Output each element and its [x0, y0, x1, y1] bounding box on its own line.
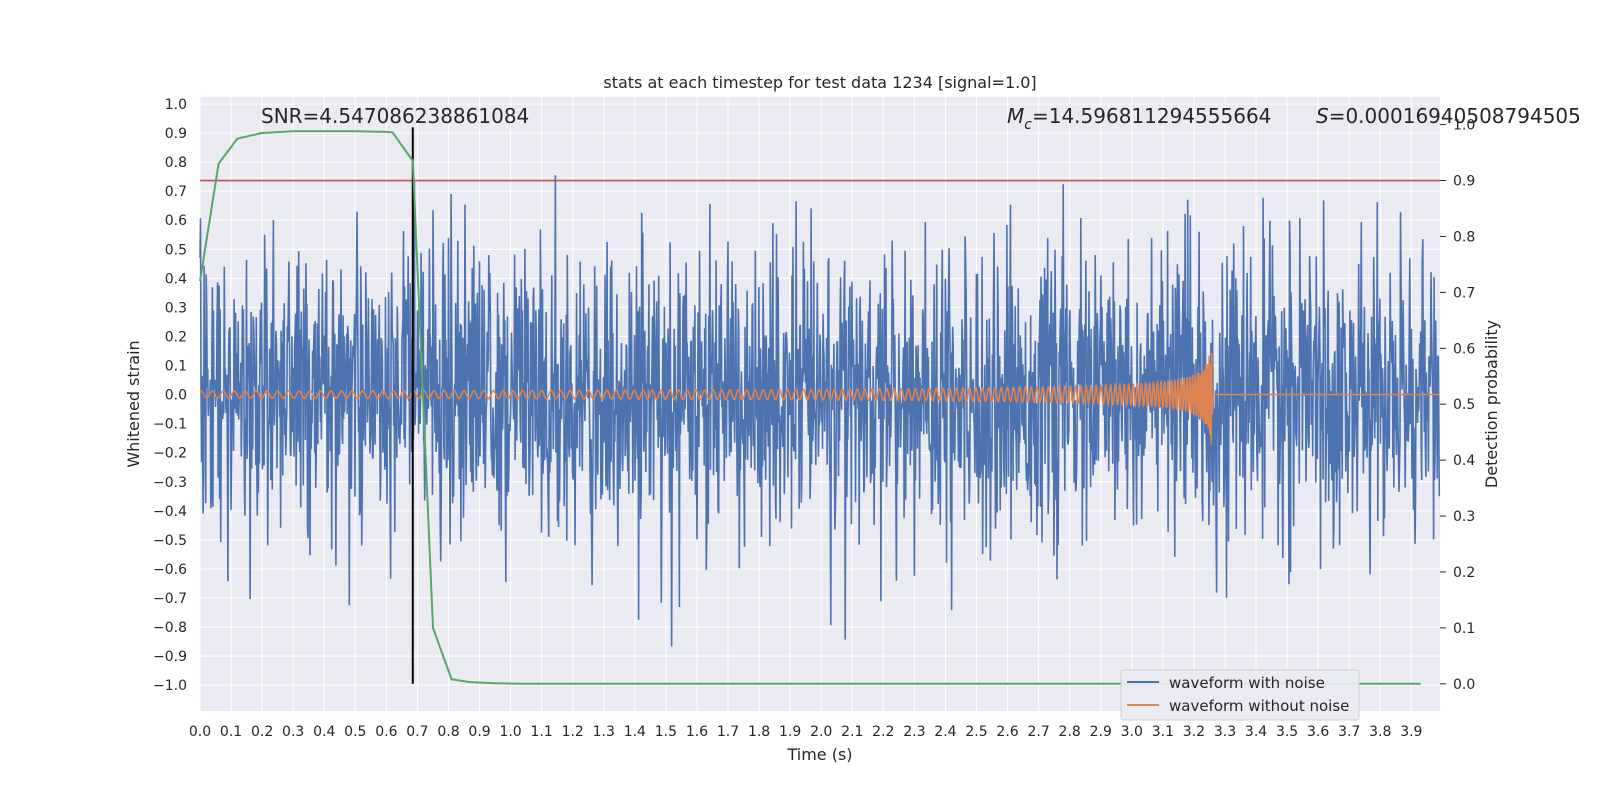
y-tick-label: −0.4 — [153, 504, 187, 520]
x-tick-label: 3.3 — [1214, 724, 1236, 740]
x-tick-label: 2.0 — [810, 724, 832, 740]
x-tick-label: 1.7 — [717, 724, 739, 740]
legend-label-noise: waveform with noise — [1169, 674, 1325, 692]
y-tick-label: −0.1 — [153, 417, 187, 433]
x-tick-label: 1.8 — [748, 724, 770, 740]
x-tick-label: 0.7 — [406, 724, 428, 740]
x-tick-label: 1.2 — [562, 724, 584, 740]
x-tick-label: 3.1 — [1152, 724, 1174, 740]
x-tick-label: 3.7 — [1338, 724, 1360, 740]
y-tick-label: −0.6 — [153, 562, 187, 578]
x-tick-label: 3.6 — [1307, 724, 1329, 740]
legend: waveform with noise waveform without noi… — [1120, 669, 1360, 721]
y2-tick-label: 0.7 — [1453, 285, 1475, 301]
series-line-waveform-with-noise — [199, 175, 1441, 647]
x-tick-label: 1.5 — [655, 724, 677, 740]
x-tick-label: 1.9 — [779, 724, 801, 740]
y2-tick-label: 1.0 — [1453, 118, 1475, 134]
chirp-mass-value: =14.596811294555664 — [1032, 104, 1271, 128]
s-symbol: S — [1316, 104, 1329, 128]
x-tick-label: 0.2 — [251, 724, 273, 740]
legend-label-clean: waveform without noise — [1169, 697, 1349, 715]
y2-tick-label: 0.4 — [1453, 453, 1475, 469]
x-tick-label: 0.1 — [220, 724, 242, 740]
x-tick-label: 2.6 — [996, 724, 1018, 740]
x-tick-label: 3.0 — [1121, 724, 1143, 740]
y2-axis-label: Detection probability — [1482, 320, 1501, 488]
chirp-mass-symbol: M — [1007, 104, 1024, 128]
x-tick-label: 3.5 — [1276, 724, 1298, 740]
x-tick-label: 1.4 — [624, 724, 646, 740]
x-tick-label: 3.2 — [1183, 724, 1205, 740]
y-tick-label: 0.3 — [165, 300, 187, 316]
y-tick-label: 0.4 — [165, 271, 187, 287]
y2-tick-label: 0.9 — [1453, 174, 1475, 190]
series-waveform-with-noise — [199, 175, 1441, 647]
x-tick-label: 0.8 — [437, 724, 459, 740]
x-tick-label: 2.7 — [1027, 724, 1049, 740]
y-tick-label: 0.0 — [165, 388, 187, 404]
y-axis-label: Whitened strain — [124, 340, 143, 467]
s-value: =0.00016940508794505 — [1329, 104, 1581, 128]
y-axis-ticks: 1.0 0.9 0.8 0.7 0.6 0.5 0.4 0.3 0.2 0.1 0.0 −0.1 −0.… — [153, 97, 187, 694]
chart-title: stats at each timestep for test data 123… — [603, 73, 1036, 92]
series-detection-probability — [199, 130, 1421, 685]
x-tick-label: 0.3 — [282, 724, 304, 740]
x-tick-label: 2.2 — [872, 724, 894, 740]
y2-tick-label: 0.1 — [1453, 621, 1475, 637]
y2-tick-label: 0.8 — [1453, 229, 1475, 245]
x-tick-label: 0.9 — [468, 724, 490, 740]
y-tick-label: −1.0 — [153, 678, 187, 694]
y-tick-label: 0.2 — [165, 329, 187, 345]
series-waveform-without-noise — [199, 352, 1440, 445]
y-tick-label: −0.7 — [153, 591, 187, 607]
y-tick-label: 0.1 — [165, 359, 187, 375]
series-line-detection-probability — [199, 130, 1421, 685]
x-tick-label: 2.5 — [965, 724, 987, 740]
y2-tick-label: 0.5 — [1453, 397, 1475, 413]
x-tick-label: 0.6 — [375, 724, 397, 740]
legend-box — [1120, 669, 1360, 721]
x-tick-label: 3.9 — [1400, 724, 1422, 740]
x-tick-label: 0.0 — [189, 724, 211, 740]
y-tick-label: 0.8 — [165, 155, 187, 171]
x-axis-ticks: 0.0 0.1 0.2 0.3 0.4 0.5 0.6 0.7 0.8 0.9 1.0 1.1 1.2 1… — [189, 724, 1423, 740]
y-tick-label: −0.5 — [153, 533, 187, 549]
y-tick-label: 0.5 — [165, 242, 187, 258]
s-annotation: S=0.00016940508794505 — [1316, 104, 1581, 128]
x-tick-label: 2.8 — [1059, 724, 1081, 740]
x-tick-label: 1.3 — [593, 724, 615, 740]
y-tick-label: −0.3 — [153, 475, 187, 491]
x-tick-label: 3.8 — [1369, 724, 1391, 740]
chirp-mass-annotation: Mc=14.596811294555664 — [1007, 104, 1271, 133]
x-tick-label: 3.4 — [1245, 724, 1267, 740]
y2-tick-label: 0.0 — [1453, 677, 1475, 693]
x-tick-label: 2.1 — [841, 724, 863, 740]
x-tick-label: 0.4 — [313, 724, 335, 740]
y-tick-label: 0.6 — [165, 213, 187, 229]
x-tick-label: 0.5 — [344, 724, 366, 740]
y2-axis-ticks: 1.0 0.9 0.8 0.7 0.6 0.5 0.4 0.3 0.2 0.1 0.0 — [1440, 118, 1475, 693]
x-tick-label: 1.1 — [531, 724, 553, 740]
snr-annotation: SNR=4.547086238861084 — [261, 104, 529, 128]
y-tick-label: 0.9 — [165, 126, 187, 142]
x-axis-label: Time (s) — [786, 745, 852, 764]
y2-tick-label: 0.6 — [1453, 341, 1475, 357]
chirp-mass-subscript: c — [1024, 117, 1032, 133]
y-tick-label: −0.8 — [153, 620, 187, 636]
y2-tick-label: 0.3 — [1453, 509, 1475, 525]
x-tick-label: 1.0 — [499, 724, 521, 740]
x-tick-label: 2.3 — [903, 724, 925, 740]
x-tick-label: 2.4 — [934, 724, 956, 740]
x-tick-label: 1.6 — [686, 724, 708, 740]
y-tick-label: −0.9 — [153, 649, 187, 665]
y-tick-label: 1.0 — [165, 97, 187, 113]
x-tick-label: 2.9 — [1090, 724, 1112, 740]
y-tick-label: 0.7 — [165, 184, 187, 200]
series-line-waveform-without-noise — [199, 352, 1440, 445]
y-tick-label: −0.2 — [153, 446, 187, 462]
y2-tick-label: 0.2 — [1453, 565, 1475, 581]
